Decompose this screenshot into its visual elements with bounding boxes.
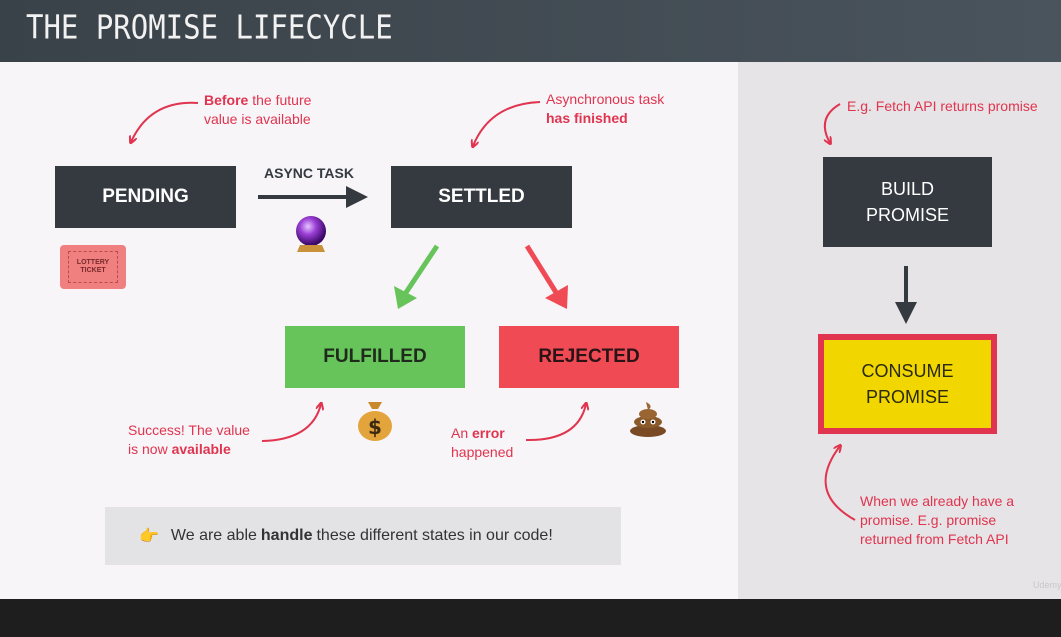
consume-note: When we already have a promise. E.g. pro… (860, 492, 1014, 549)
success-note: Success! The value is now available (128, 421, 250, 459)
success-bold: available (171, 441, 231, 457)
money-bag-icon: $ (358, 402, 392, 441)
callout-pre: We are able (170, 527, 257, 544)
success-pre: is now (128, 441, 172, 457)
pending-box: PENDING (55, 166, 236, 228)
pointing-hand-icon: 👉 (139, 528, 159, 545)
callout-post: these different states in our code! (316, 527, 553, 544)
consume-promise-box: CONSUME PROMISE (818, 334, 997, 434)
fulfilled-box: FULFILLED (285, 326, 465, 388)
consume-note-line2: promise. E.g. promise (860, 512, 997, 528)
error-pre: An (451, 425, 473, 441)
before-note: Before the future value is available (204, 91, 311, 129)
slide-title: THE PROMISE LIFECYCLE (26, 7, 393, 47)
async-finished-bold: has finished (546, 110, 628, 126)
crystal-ball-icon (296, 216, 326, 252)
lottery-ticket-icon: LOTTERY TICKET (60, 245, 126, 289)
error-note: An error happened (451, 424, 513, 462)
async-finished-note: Asynchronous task has finished (546, 90, 664, 128)
ticket-line1: LOTTERY (76, 259, 110, 266)
consume-note-line1: When we already have a (860, 493, 1015, 509)
build-line1: BUILD (880, 179, 934, 199)
poop-icon (630, 402, 666, 437)
before-note-line2: value is available (204, 111, 311, 127)
footer-bar (0, 599, 1061, 637)
build-line2: PROMISE (865, 205, 949, 225)
udemy-watermark: Udemy (1033, 580, 1061, 590)
side-panel (738, 62, 1061, 599)
build-promise-box: BUILD PROMISE (823, 157, 992, 247)
consume-note-line3: returned from Fetch API (860, 531, 1009, 547)
slide-header: THE PROMISE LIFECYCLE (0, 0, 1061, 62)
consume-line2: PROMISE (865, 387, 949, 407)
callout-bold: handle (260, 527, 313, 544)
consume-line1: CONSUME (861, 361, 954, 381)
before-note-bold: Before (204, 92, 249, 108)
ticket-line2: TICKET (80, 267, 106, 274)
error-bold: error (472, 425, 505, 441)
async-finished-line1: Asynchronous task (546, 91, 665, 107)
success-line1: Success! The value (128, 422, 250, 438)
before-note-rest: the future (248, 92, 312, 108)
handle-states-callout: 👉 We are able handle these different sta… (105, 507, 621, 565)
rejected-box: REJECTED (499, 326, 679, 388)
svg-text:$: $ (368, 415, 382, 439)
async-task-label: ASYNC TASK (264, 165, 354, 181)
settled-box: SETTLED (391, 166, 572, 228)
error-line2: happened (451, 444, 514, 460)
fetch-note: E.g. Fetch API returns promise (847, 98, 1038, 114)
